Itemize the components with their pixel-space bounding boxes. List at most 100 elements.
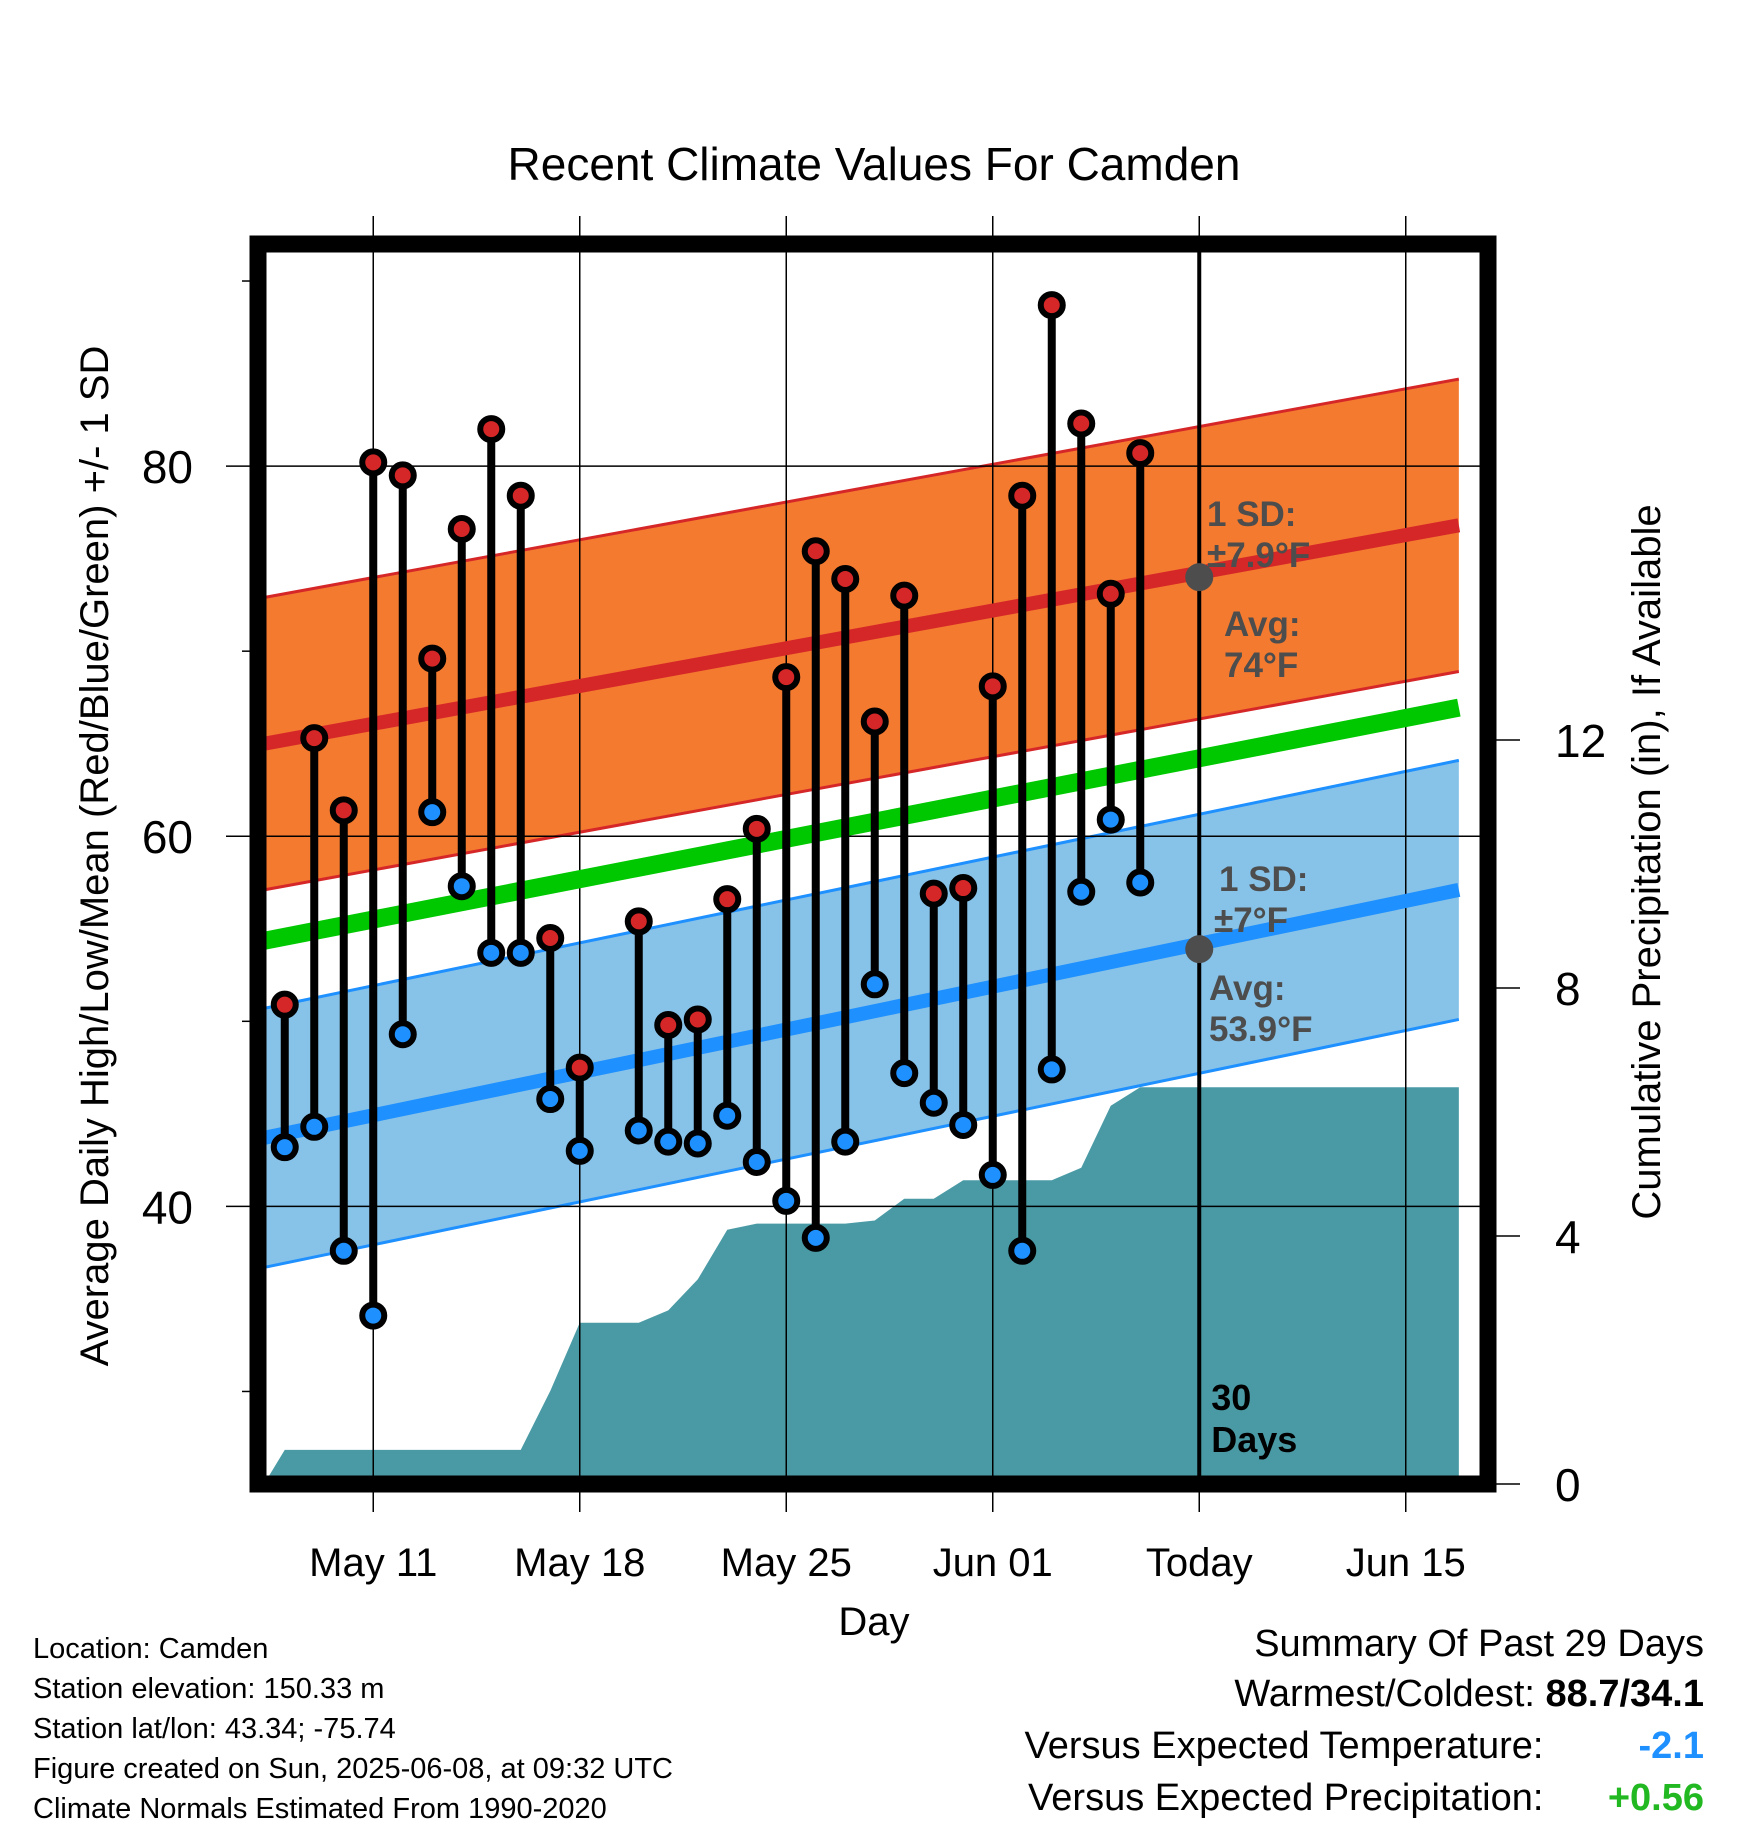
daily-high-point	[270, 990, 299, 1019]
x-tick-label: May 18	[514, 1541, 645, 1585]
summary-warmest: Warmest/Coldest: 88.7/34.1	[1234, 1672, 1704, 1716]
daily-low-point	[890, 1059, 919, 1088]
high-sd-annotation-title: 1 SD:	[1207, 495, 1296, 534]
daily-high-point	[742, 814, 771, 843]
daily-low-point	[1067, 877, 1096, 906]
plot-frame	[249, 235, 1497, 1493]
daily-high-point	[801, 537, 830, 566]
y2-tick-label: 8	[1555, 963, 1581, 1015]
daily-low-point	[447, 872, 476, 901]
daily-high-point	[654, 1011, 683, 1040]
daily-low-point	[713, 1101, 742, 1130]
low-sd-band-upper-edge	[263, 758, 1460, 1010]
daily-high-point	[1008, 481, 1037, 510]
daily-low-point	[565, 1136, 594, 1165]
info-latlon: Station lat/lon: 43.34; -75.74	[33, 1713, 396, 1745]
daily-high-point	[1096, 579, 1125, 608]
high-avg-annotation-title: Avg:	[1224, 605, 1300, 644]
summary-warmest-label: Warmest/Coldest:	[1234, 1673, 1535, 1715]
high-avg-marker	[1185, 563, 1214, 592]
daily-high-point	[447, 515, 476, 544]
precipitation-area	[264, 1087, 1459, 1484]
y-tick-label: 40	[142, 1181, 193, 1233]
daily-high-point	[1067, 409, 1096, 438]
x-axis-label: Day	[838, 1600, 909, 1644]
daily-high-point	[831, 564, 860, 593]
daily-high-point	[418, 644, 447, 673]
info-location: Location: Camden	[33, 1633, 269, 1665]
daily-high-point	[329, 796, 358, 825]
y2-axis-label: Cumulative Precipitation (in), If Availa…	[1625, 504, 1669, 1219]
daily-high-point	[890, 581, 919, 610]
daily-low-point	[860, 970, 889, 999]
low-avg-annotation-value: 53.9°F	[1209, 1010, 1313, 1049]
mean-normal-line	[262, 698, 1461, 950]
low-sd-annotation-title: 1 SD:	[1219, 860, 1308, 899]
daily-high-point	[300, 724, 329, 753]
x-tick-label: Today	[1146, 1541, 1253, 1585]
summary-precip-label: Versus Expected Precipitation:	[1028, 1777, 1544, 1819]
daily-points	[270, 291, 1155, 1330]
daily-low-point	[388, 1020, 417, 1049]
summary-temp-value: -2.1	[1638, 1725, 1704, 1767]
x-tick-label: May 25	[721, 1541, 852, 1585]
daily-high-point	[477, 415, 506, 444]
y-tick-label: 80	[142, 441, 193, 493]
daily-range-bars	[280, 305, 1145, 1316]
summary-temp-label: Versus Expected Temperature:	[1024, 1725, 1544, 1767]
axes: May 11 May 18 May 25 Jun 01 Today Jun 15 40 60 8…	[142, 216, 1606, 1585]
daily-low-point	[978, 1160, 1007, 1189]
low-normal-line	[262, 883, 1461, 1145]
chart-title: Recent Climate Values For Camden	[508, 138, 1241, 190]
daily-high-point	[860, 707, 889, 736]
x-tick-label: May 11	[309, 1541, 437, 1585]
precip-area-fill	[264, 1087, 1459, 1484]
daily-low-point	[654, 1127, 683, 1156]
x-tick-label: Jun 15	[1346, 1541, 1466, 1585]
high-avg-annotation-value: 74°F	[1224, 646, 1298, 685]
high-sd-annotation-value: ±7.9°F	[1207, 536, 1310, 575]
daily-low-point	[772, 1186, 801, 1215]
daily-high-point	[1126, 439, 1155, 468]
daily-low-point	[359, 1301, 388, 1330]
low-sd-band-lower-edge	[263, 1017, 1460, 1269]
summary-title: Summary Of Past 29 Days	[1254, 1623, 1704, 1665]
x-tick-label: Jun 01	[933, 1541, 1053, 1585]
info-elevation: Station elevation: 150.33 m	[33, 1673, 385, 1705]
y-axis-label: Average Daily High/Low/Mean (Red/Blue/Gr…	[73, 346, 117, 1367]
daily-low-point	[624, 1116, 653, 1145]
today-line: 30 Days	[1197, 244, 1297, 1484]
daily-low-point	[1037, 1055, 1066, 1084]
summary-precip-value: +0.56	[1607, 1777, 1704, 1819]
daily-low-point	[300, 1112, 329, 1141]
daily-low-point	[801, 1223, 830, 1252]
daily-high-point	[1037, 291, 1066, 320]
daily-high-point	[772, 663, 801, 692]
summary-precip: Versus Expected Precipitation: +0.56	[1028, 1776, 1704, 1820]
daily-low-point	[418, 798, 447, 827]
daily-high-point	[536, 924, 565, 953]
daily-low-point	[329, 1236, 358, 1265]
y2-tick-label: 4	[1555, 1211, 1581, 1263]
daily-high-point	[565, 1053, 594, 1082]
daily-low-point	[1008, 1236, 1037, 1265]
info-normals: Climate Normals Estimated From 1990-2020	[33, 1793, 607, 1825]
daily-high-point	[919, 879, 948, 908]
daily-low-point	[683, 1129, 712, 1158]
low-avg-annotation-title: Avg:	[1209, 969, 1285, 1008]
summary-warmest-value: 88.7/34.1	[1545, 1673, 1704, 1715]
daily-high-point	[506, 481, 535, 510]
daily-high-point	[713, 885, 742, 914]
daily-high-point	[978, 672, 1007, 701]
daily-high-point	[359, 448, 388, 477]
daily-low-point	[919, 1088, 948, 1117]
low-avg-marker	[1185, 935, 1214, 964]
daily-low-point	[477, 938, 506, 967]
y-tick-label: 60	[142, 811, 193, 863]
info-created: Figure created on Sun, 2025-06-08, at 09…	[33, 1753, 673, 1785]
daily-low-point	[270, 1133, 299, 1162]
daily-low-point	[1096, 805, 1125, 834]
daily-low-point	[536, 1085, 565, 1114]
low-sd-annotation-value: ±7°F	[1214, 901, 1288, 940]
